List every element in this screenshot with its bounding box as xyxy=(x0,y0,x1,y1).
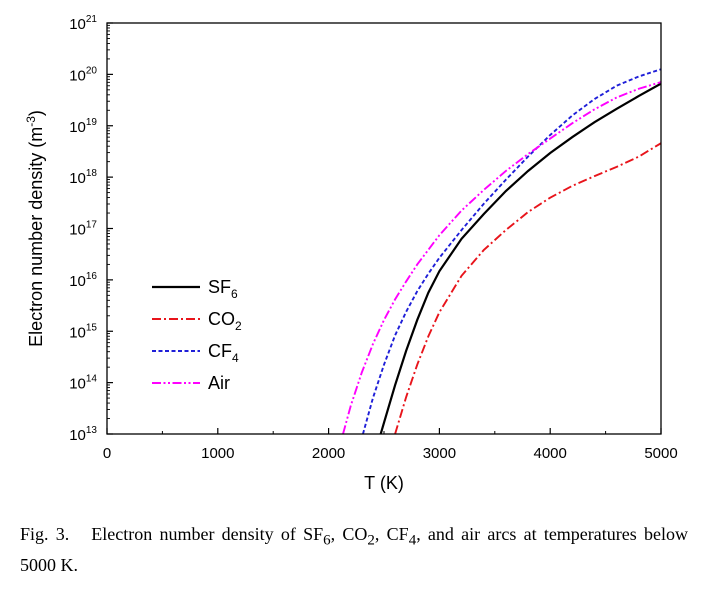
caption-sub-2: 2 xyxy=(367,532,375,549)
x-tick-label: 0 xyxy=(103,445,111,462)
y-tick-label: 1020 xyxy=(69,65,97,84)
x-tick-label: 3000 xyxy=(423,445,456,462)
caption-text-1: Electron number density of SF xyxy=(91,524,324,544)
caption-figure-number: Fig. 3. xyxy=(20,524,70,544)
series-line-sf6 xyxy=(379,82,661,434)
caption-sub-1: 6 xyxy=(323,532,331,549)
y-tick-label: 1015 xyxy=(69,322,97,341)
y-axis-title: Electron number density (m-3) xyxy=(24,110,46,347)
y-tick-label: 1013 xyxy=(69,425,97,444)
y-tick-label: 1021 xyxy=(69,14,97,33)
y-tick-label: 1016 xyxy=(69,271,97,290)
series-line-co2 xyxy=(394,142,661,434)
x-axis-title: T (K) xyxy=(364,473,404,493)
figure-caption: Fig. 3. Electron number density of SF6, C… xyxy=(20,522,688,577)
legend-label-cf4: CF4 xyxy=(208,341,239,365)
plot-frame xyxy=(106,22,662,435)
legend-label-sf6: SF6 xyxy=(208,277,238,301)
chart-svg: 0 1000 2000 3000 4000 5000 1013 1014 1015 1016 101… xyxy=(24,14,678,493)
series-lines xyxy=(342,68,661,434)
caption-text-4: , and air arcs at temperatures below 500… xyxy=(20,524,688,575)
caption-text-3: , CF xyxy=(374,524,409,544)
x-tick-label: 2000 xyxy=(312,445,345,462)
legend-label-co2: CO2 xyxy=(208,309,242,333)
x-tick-label: 4000 xyxy=(534,445,567,462)
y-tick-label: 1017 xyxy=(69,220,97,239)
y-tick-label: 1018 xyxy=(69,168,97,187)
series-line-air xyxy=(342,81,661,434)
caption-text-2: , CO xyxy=(330,524,368,544)
x-tick-label: 1000 xyxy=(201,445,234,462)
legend-label-air: Air xyxy=(208,373,230,393)
series-line-cf4 xyxy=(362,68,661,434)
x-tick-label: 5000 xyxy=(644,445,677,462)
figure: 0 1000 2000 3000 4000 5000 1013 1014 1015 1016 101… xyxy=(24,14,678,493)
y-tick-label: 1019 xyxy=(69,117,97,136)
caption-sub-3: 4 xyxy=(408,532,417,549)
y-tick-label: 1014 xyxy=(69,374,97,393)
